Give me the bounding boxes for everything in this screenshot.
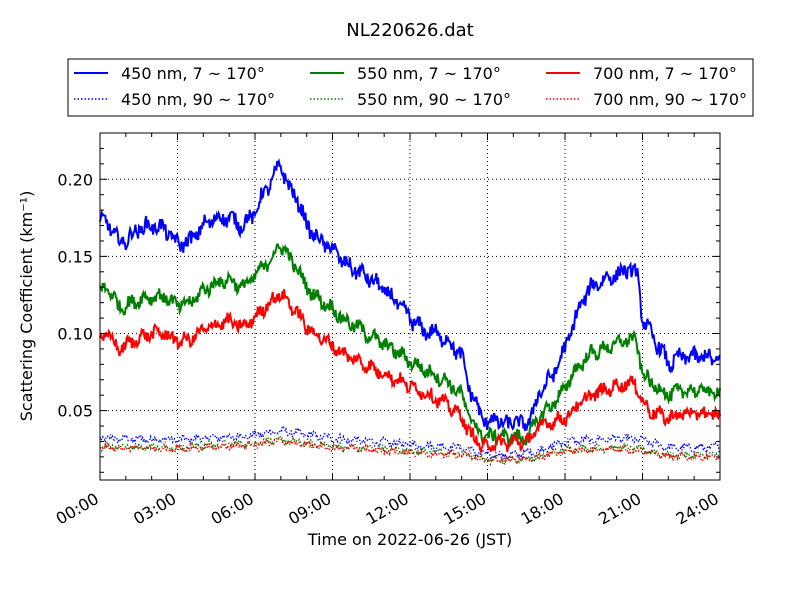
legend-label: 550 nm, 7 ~ 170° [357,64,501,83]
y-tick-label: 0.05 [57,402,93,421]
y-tick-label: 0.15 [57,247,93,266]
legend-label: 550 nm, 90 ~ 170° [357,90,511,109]
x-tick-label: 03:00 [130,489,179,529]
ticks [99,133,721,480]
x-tick-label: 18:00 [518,489,567,529]
legend-label: 450 nm, 90 ~ 170° [121,90,275,109]
x-tick-label: 24:00 [673,489,722,529]
plot-lines [99,157,721,467]
y-tick-label: 0.20 [57,170,93,189]
series-line-3 [99,425,721,461]
x-tick-label: 15:00 [440,489,489,529]
legend-label: 450 nm, 7 ~ 170° [121,64,265,83]
legend-label: 700 nm, 90 ~ 170° [593,90,747,109]
y-tick-label: 0.10 [57,324,93,343]
legend-label: 700 nm, 7 ~ 170° [593,64,737,83]
legend-box [67,58,754,117]
x-tick-label: 06:00 [208,489,257,529]
chart-title: NL220626.dat [346,20,473,41]
grid [100,133,720,480]
x-tick-label: 21:00 [595,489,644,529]
x-axis-label: Time on 2022-06-26 (JST) [307,530,512,549]
series-line-1 [99,243,721,447]
x-tick-label: 00:00 [53,489,102,529]
x-tick-label: 09:00 [285,489,334,529]
x-tick-label: 12:00 [363,489,412,529]
y-axis-label: Scattering Coefficient (km⁻¹) [17,191,36,422]
series-line-2 [99,289,721,455]
series-line-5 [100,436,721,466]
series-line-0 [99,157,721,432]
legend: 450 nm, 7 ~ 170° 550 nm, 7 ~ 170° 700 nm, … [67,58,754,117]
